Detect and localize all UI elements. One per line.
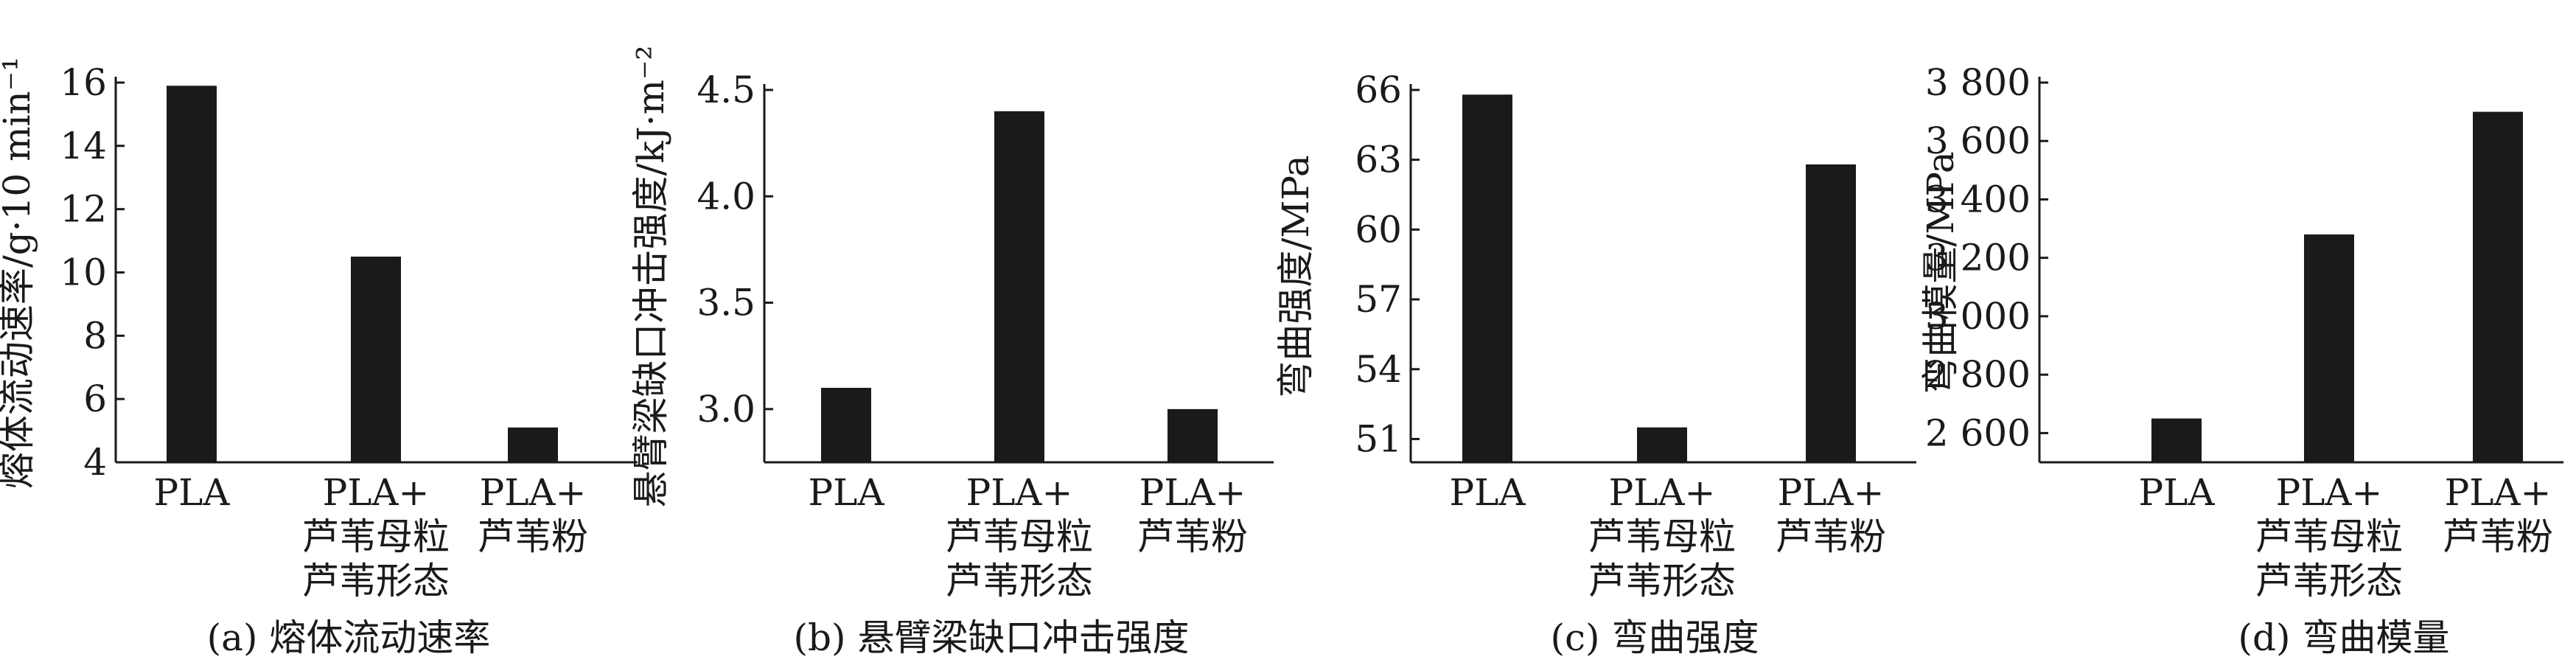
x-category-label: 芦苇形态 (946, 560, 1093, 602)
y-axis-title: 弯曲强度/MPa (1274, 155, 1317, 397)
bar (1167, 408, 1218, 462)
y-tick-label: 14 (60, 125, 107, 167)
x-category-label: 芦苇母粒 (1588, 515, 1736, 558)
y-tick-label: 3 800 (1925, 61, 2031, 104)
y-tick-label: 60 (1355, 208, 1402, 251)
x-category-label: 芦苇粉 (1776, 515, 1886, 558)
bar (821, 388, 871, 462)
chart-caption: (d) 弯曲模量 (2238, 616, 2450, 659)
y-tick-label: 4.5 (697, 69, 755, 111)
bar (167, 86, 217, 463)
y-tick-label: 16 (60, 61, 107, 104)
y-tick-label: 3.0 (697, 388, 755, 431)
x-category-label: 芦苇母粒 (302, 515, 450, 558)
bar (1462, 94, 1512, 462)
x-category-label: 芦苇粉 (1137, 515, 1248, 558)
y-tick-label: 12 (60, 188, 107, 231)
x-category-label: 芦苇粉 (478, 515, 588, 558)
x-category-label: 芦苇母粒 (946, 515, 1093, 558)
y-tick-label: 2 600 (1925, 411, 2031, 454)
bar (1806, 164, 1856, 462)
bar (351, 257, 401, 462)
x-category-label: PLA (1450, 471, 1526, 514)
y-tick-label: 3 600 (1925, 119, 2031, 162)
x-category-label: PLA (2139, 471, 2216, 514)
bar (2473, 111, 2523, 462)
x-category-label: PLA (809, 471, 885, 514)
x-category-label: PLA+ (1139, 471, 1246, 514)
x-category-label: PLA+ (966, 471, 1073, 514)
y-tick-label: 2 800 (1925, 353, 2031, 396)
bar (2151, 418, 2202, 462)
x-category-label: 芦苇粉 (2443, 515, 2553, 558)
y-tick-label: 57 (1355, 278, 1402, 321)
y-tick-label: 66 (1355, 69, 1402, 111)
x-category-label: PLA+ (1778, 471, 1885, 514)
x-category-label: 芦苇形态 (2255, 560, 2403, 602)
y-tick-label: 63 (1355, 139, 1402, 181)
x-category-label: 芦苇形态 (302, 560, 450, 602)
chart-caption: (b) 悬臂梁缺口冲击强度 (794, 616, 1190, 659)
y-tick-label: 51 (1355, 417, 1402, 460)
y-tick-label: 6 (83, 378, 107, 420)
x-category-label: PLA+ (2276, 471, 2383, 514)
x-category-label: PLA+ (480, 471, 587, 514)
bar (2304, 234, 2354, 462)
y-axis-title: 悬臂梁缺口冲击强度/kJ·m⁻² (629, 46, 672, 508)
chart-caption: (c) 弯曲强度 (1551, 616, 1759, 659)
x-category-label: PLA+ (2445, 471, 2552, 514)
y-tick-label: 3 400 (1925, 178, 2031, 220)
x-category-label: PLA+ (1609, 471, 1716, 514)
bar (994, 111, 1044, 462)
x-category-label: PLA+ (323, 471, 430, 514)
y-tick-label: 3.5 (697, 282, 755, 324)
x-category-label: PLA (154, 471, 231, 514)
y-tick-label: 3 200 (1925, 237, 2031, 279)
bar (508, 427, 558, 462)
y-tick-label: 54 (1355, 348, 1402, 391)
y-tick-label: 8 (83, 314, 107, 357)
y-tick-label: 4.0 (697, 175, 755, 218)
y-tick-label: 4 (83, 441, 107, 484)
x-category-label: 芦苇形态 (1588, 560, 1736, 602)
y-axis-title: 弯曲模量/MPa (1919, 151, 1962, 394)
y-axis-title: 熔体流动速率/g·10 min⁻¹ (0, 57, 38, 489)
chart-panel-d: 2 600 2 800 3 000 3 200 3 400 3 600 3 800 PLA PL… (1919, 61, 2563, 659)
y-tick-label: 3 000 (1925, 295, 2031, 338)
x-category-label: 芦苇母粒 (2255, 515, 2403, 558)
chart-caption: (a) 熔体流动速率 (207, 616, 491, 659)
y-tick-label: 10 (60, 251, 107, 294)
bar (1637, 427, 1687, 462)
